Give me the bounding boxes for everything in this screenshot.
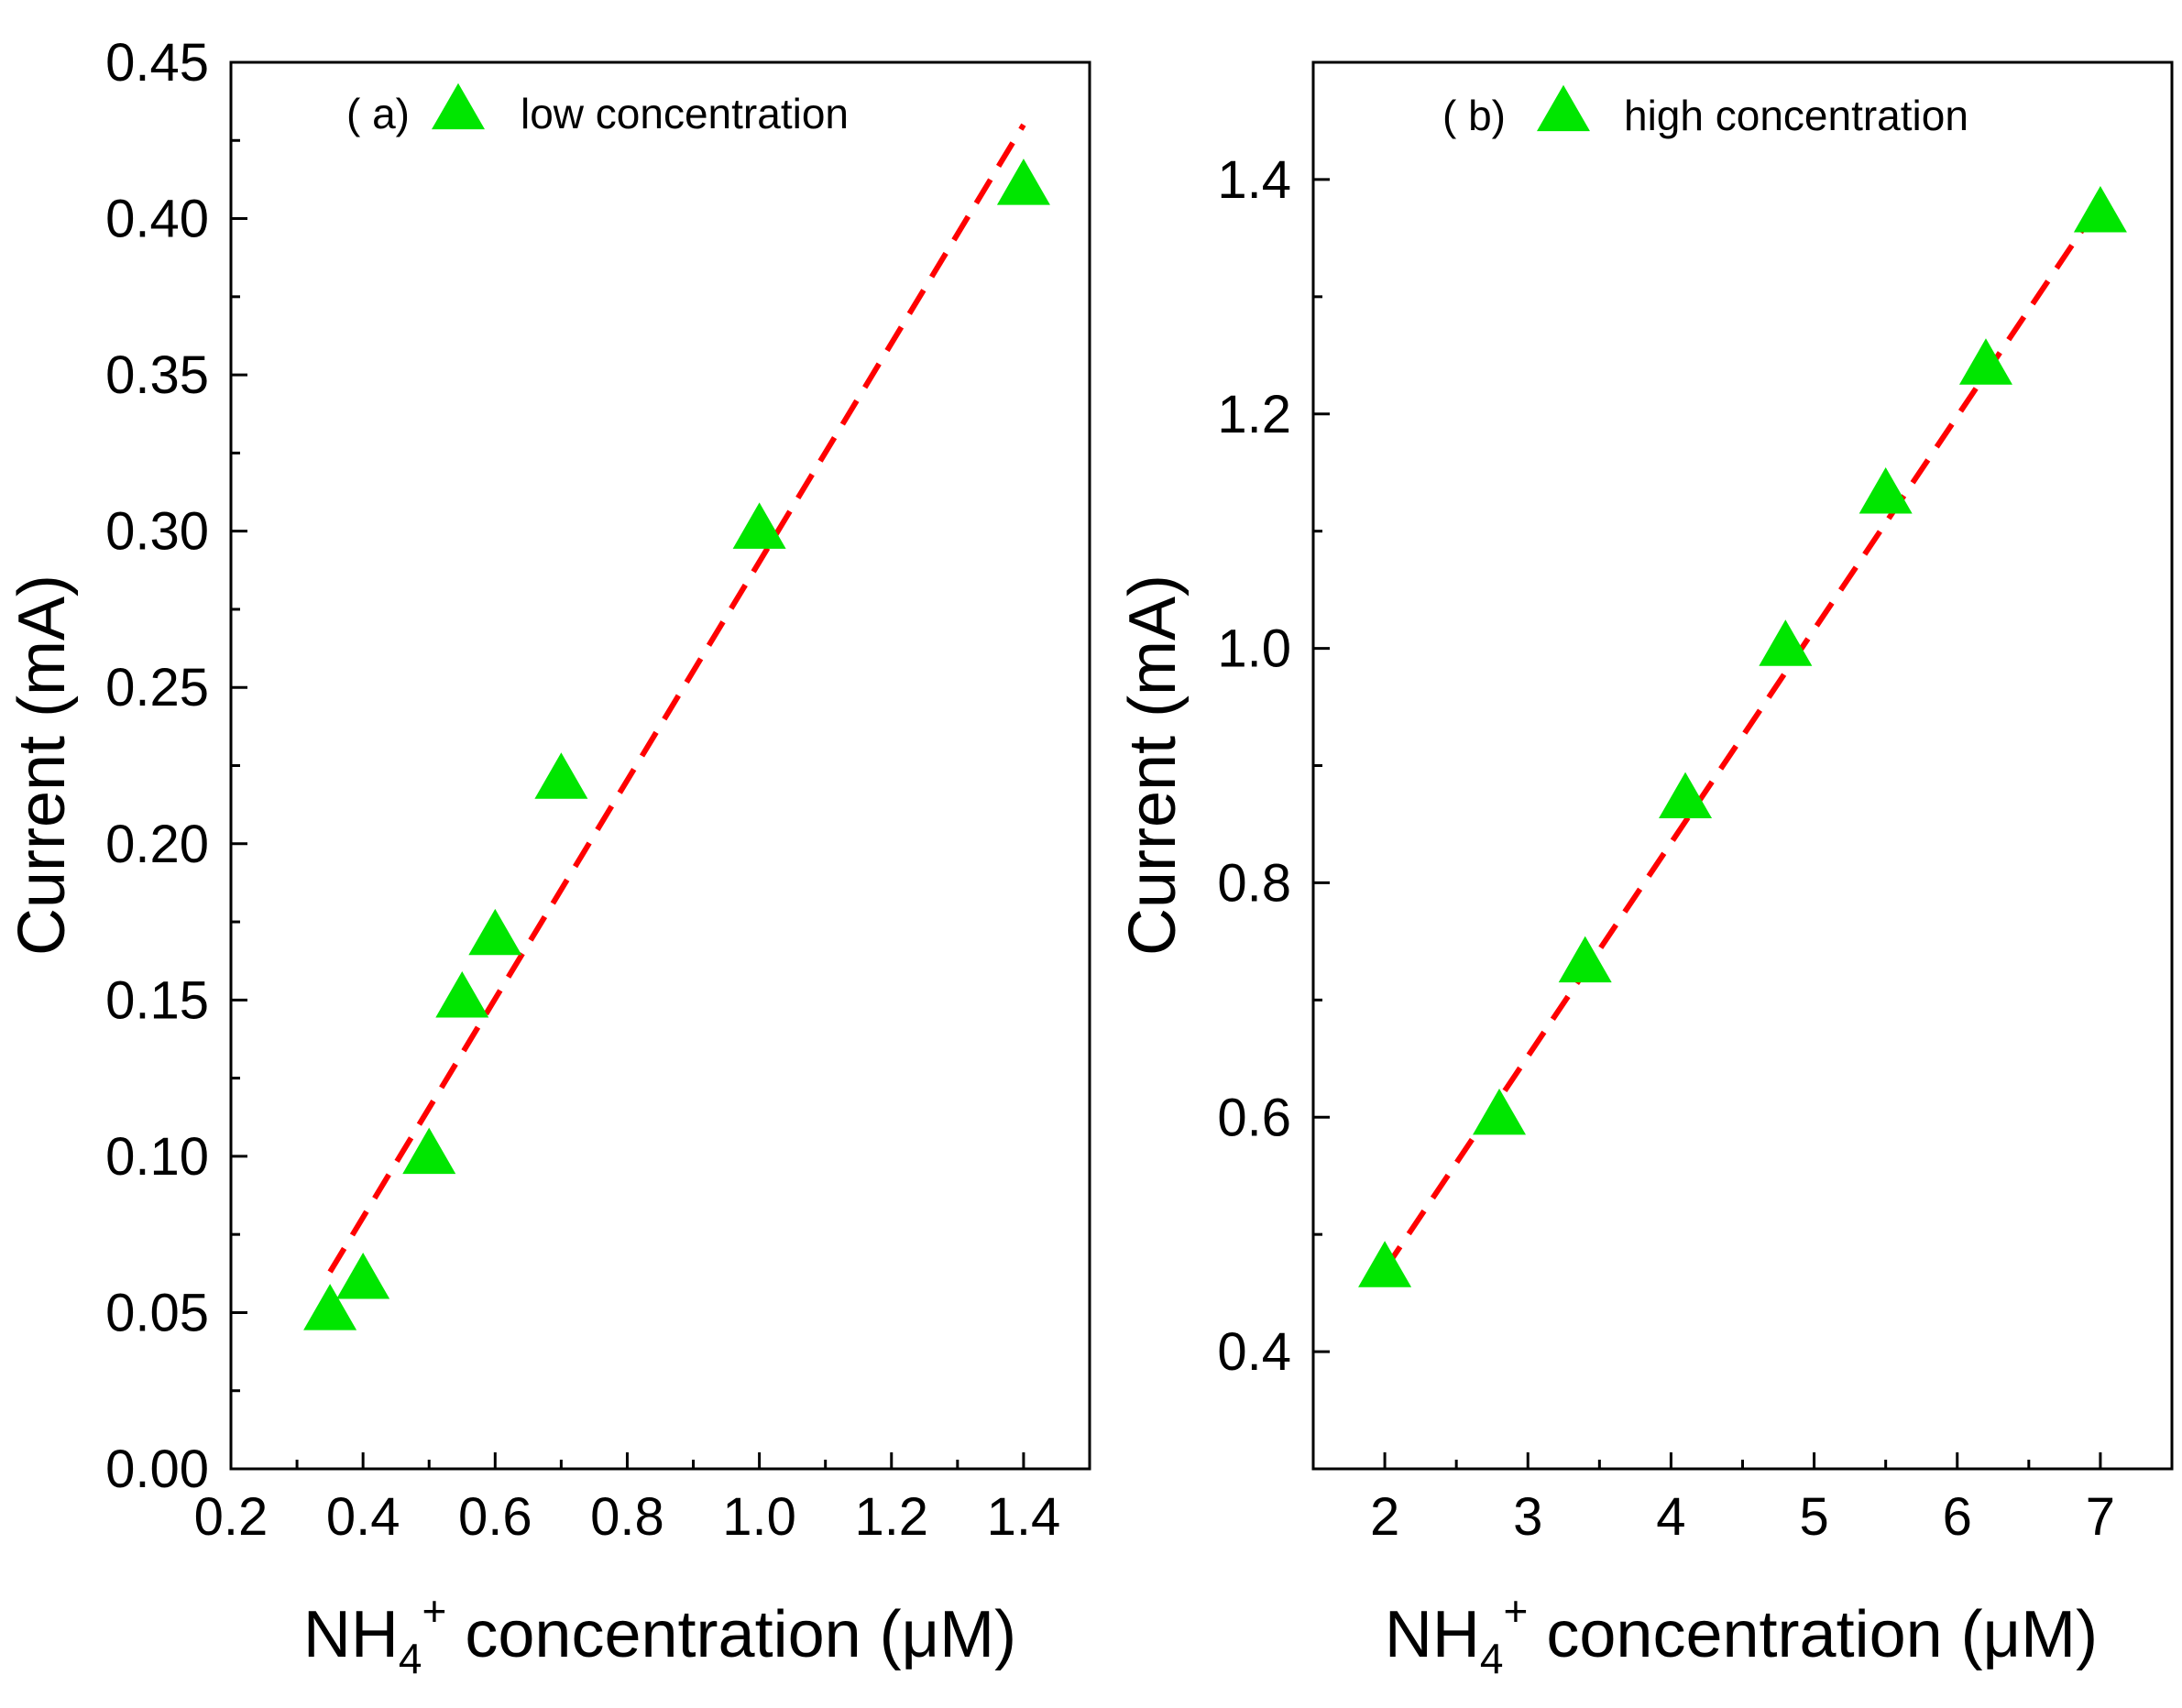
x-tick-label: 4 bbox=[1656, 1487, 1685, 1547]
data-points bbox=[303, 159, 1050, 1330]
x-axis-tick-labels: 0.2 0.4 0.6 0.8 1.0 1.2 1.4 bbox=[194, 1487, 1061, 1547]
data-point bbox=[1958, 338, 2012, 385]
y-tick-label: 0.05 bbox=[105, 1283, 209, 1342]
x-tick-label: 1.0 bbox=[722, 1487, 796, 1547]
legend-entry-label: high concentration bbox=[1624, 92, 1968, 139]
plot-frame bbox=[1311, 60, 2174, 1471]
x-tick-label: 3 bbox=[1513, 1487, 1542, 1547]
data-point bbox=[1859, 467, 1913, 514]
data-point bbox=[336, 1253, 390, 1299]
y-tick-label: 0.30 bbox=[105, 502, 209, 562]
legend: ( b) high concentration bbox=[1442, 84, 1968, 139]
x-axis-title-rest: concentration (μM) bbox=[1528, 1598, 2098, 1671]
data-point bbox=[402, 1127, 456, 1175]
panel-label: ( b) bbox=[1442, 92, 1506, 139]
x-axis-title-base: NH bbox=[1385, 1598, 1480, 1671]
y-tick-label: 0.20 bbox=[105, 815, 209, 874]
y-tick-label: 0.8 bbox=[1217, 853, 1291, 913]
y-tick-label: 0.00 bbox=[105, 1440, 209, 1499]
legend-entry-label: low concentration bbox=[521, 90, 849, 137]
data-point bbox=[468, 908, 522, 956]
chart-panel-a: 0.2 0.4 0.6 0.8 1.0 1.2 1.4 0.000.050.100.150.… bbox=[5, 33, 1091, 1682]
x-tick-label: 0.8 bbox=[590, 1487, 664, 1547]
fit-line bbox=[327, 123, 1026, 1274]
x-tick-label: 0.2 bbox=[194, 1487, 269, 1547]
y-axis-title: Current (mA) bbox=[1116, 575, 1190, 956]
data-point bbox=[1358, 1241, 1412, 1287]
legend: ( a) low concentration bbox=[346, 82, 849, 137]
y-tick-label: 0.45 bbox=[105, 33, 209, 93]
y-tick-label: 0.15 bbox=[105, 970, 209, 1030]
x-axis-ticks bbox=[229, 1452, 1091, 1469]
legend-marker-triangle bbox=[432, 82, 485, 130]
y-tick-label: 1.0 bbox=[1217, 619, 1291, 679]
x-tick-label: 1.4 bbox=[987, 1487, 1061, 1547]
y-tick-label: 0.40 bbox=[105, 190, 209, 249]
data-points bbox=[1358, 186, 2127, 1287]
x-axis-title-subscript: 4 bbox=[399, 1635, 422, 1682]
y-tick-label: 0.4 bbox=[1217, 1322, 1291, 1382]
x-axis-title-rest: concentration (μM) bbox=[446, 1598, 1016, 1671]
x-tick-label: 2 bbox=[1370, 1487, 1399, 1547]
data-point bbox=[1558, 936, 1612, 983]
y-tick-label: 0.10 bbox=[105, 1127, 209, 1187]
x-tick-label: 0.4 bbox=[326, 1487, 400, 1547]
x-axis-title: NH4+ concentration (μM) bbox=[303, 1587, 1016, 1682]
y-tick-label: 0.35 bbox=[105, 345, 209, 405]
x-axis-title-superscript: + bbox=[1504, 1587, 1529, 1635]
y-axis-tick-labels: 0.00 0.05 0.10 0.15 0.20 0.25 0.30 0.35 0.40 0.45 bbox=[105, 33, 209, 1499]
x-tick-label: 5 bbox=[1799, 1487, 1828, 1547]
x-axis-tick-labels: 2 3 4 5 6 7 bbox=[1370, 1487, 2115, 1547]
x-axis-title-superscript: + bbox=[422, 1587, 447, 1635]
x-tick-label: 0.6 bbox=[458, 1487, 532, 1547]
y-axis-tick-labels: 0.4 0.6 0.8 1.0 1.2 1.4 bbox=[1217, 150, 1291, 1382]
data-point bbox=[534, 752, 588, 799]
y-tick-label: 1.2 bbox=[1217, 385, 1291, 444]
y-tick-label: 0.25 bbox=[105, 658, 209, 717]
data-point bbox=[303, 1284, 357, 1330]
x-tick-label: 1.2 bbox=[854, 1487, 928, 1547]
x-axis-title: NH4+ concentration (μM) bbox=[1385, 1587, 2098, 1682]
x-axis-ticks bbox=[1311, 1452, 2174, 1469]
data-point bbox=[732, 502, 786, 549]
y-axis-ticks bbox=[1313, 60, 1330, 1471]
x-axis-title-base: NH bbox=[303, 1598, 399, 1671]
data-point bbox=[1759, 619, 1813, 666]
data-point bbox=[2073, 186, 2127, 233]
chart-panel-b: 2 3 4 5 6 7 0.4 0.6 0.8 1.0 1.2 1.4 ( b) high conc… bbox=[1116, 60, 2174, 1682]
y-axis-title: Current (mA) bbox=[5, 575, 79, 956]
data-point bbox=[996, 159, 1050, 205]
data-point bbox=[435, 971, 489, 1018]
y-tick-label: 0.6 bbox=[1217, 1088, 1291, 1147]
y-tick-label: 1.4 bbox=[1217, 150, 1291, 210]
legend-marker-triangle bbox=[1537, 84, 1590, 132]
x-tick-label: 7 bbox=[2086, 1487, 2115, 1547]
y-axis-ticks bbox=[231, 60, 247, 1471]
data-point bbox=[1473, 1088, 1527, 1135]
x-tick-label: 6 bbox=[1943, 1487, 1972, 1547]
fit-line-group bbox=[327, 123, 1026, 1274]
data-point bbox=[1659, 772, 1713, 819]
x-axis-title-subscript: 4 bbox=[1480, 1635, 1504, 1682]
plot-frame bbox=[229, 60, 1091, 1471]
panel-label: ( a) bbox=[346, 90, 410, 137]
